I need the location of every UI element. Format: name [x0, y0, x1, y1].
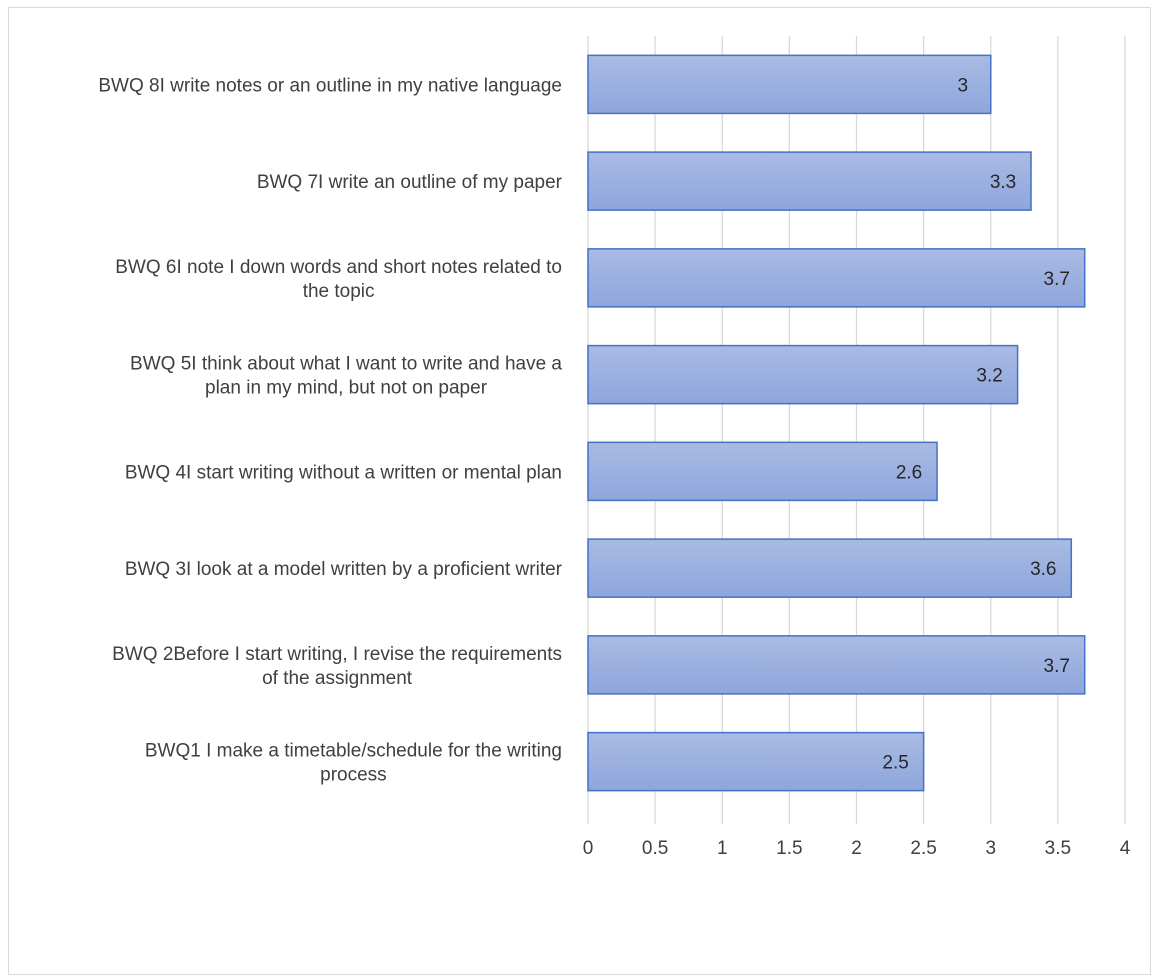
x-tick-label: 4: [1120, 838, 1131, 859]
bar-data-label: 3: [957, 75, 968, 96]
category-label: BWQ 6I note I down words and short notes…: [115, 257, 562, 302]
category-label: BWQ 4I start writing without a written o…: [125, 462, 562, 483]
category-label: BWQ 3I look at a model written by a prof…: [125, 559, 563, 580]
bar-data-label: 2.6: [896, 462, 922, 483]
bar: [587, 151, 1032, 211]
category-label: BWQ 8I write notes or an outline in my n…: [98, 75, 562, 96]
bar: [587, 441, 938, 502]
bar: [587, 344, 1019, 405]
bar-data-label: 2.5: [882, 753, 908, 774]
bar-data-label: 3.2: [976, 366, 1002, 387]
bars: 3 3.3 3.7 3.2 2.6 3.6 3.7 2.5: [587, 54, 1086, 792]
category-label: BWQ 5I think about what I want to write …: [130, 354, 562, 399]
bar-data-label: 3.6: [1030, 559, 1056, 580]
bar-data-label: 3.3: [990, 172, 1016, 193]
x-tick-label: 3: [985, 838, 996, 859]
x-tick-label: 2.5: [910, 838, 936, 859]
bar: [587, 635, 1086, 695]
x-tick-label: 3.5: [1045, 838, 1071, 859]
category-label: BWQ 2Before I start writing, I revise th…: [112, 644, 562, 689]
x-tick-label: 0: [583, 838, 594, 859]
bar: [587, 731, 925, 792]
category-labels: BWQ 8I write notes or an outline in my n…: [98, 75, 562, 785]
x-tick-label: 2: [851, 838, 862, 859]
x-tick-label: 1: [717, 838, 728, 859]
x-tick-label: 0.5: [642, 838, 668, 859]
bar-data-label: 3.7: [1044, 656, 1070, 677]
bar: [587, 54, 992, 115]
x-tick-label: 1.5: [776, 838, 802, 859]
category-label: BWQ1 I make a timetable/schedule for the…: [145, 741, 562, 786]
bar: [587, 538, 1073, 598]
bar: [587, 248, 1086, 308]
x-axis-tick-labels: 0 0.5 1 1.5 2 2.5 3 3.5 4: [583, 838, 1131, 859]
bar-data-label: 3.7: [1044, 269, 1070, 290]
category-label: BWQ 7I write an outline of my paper: [257, 172, 563, 193]
